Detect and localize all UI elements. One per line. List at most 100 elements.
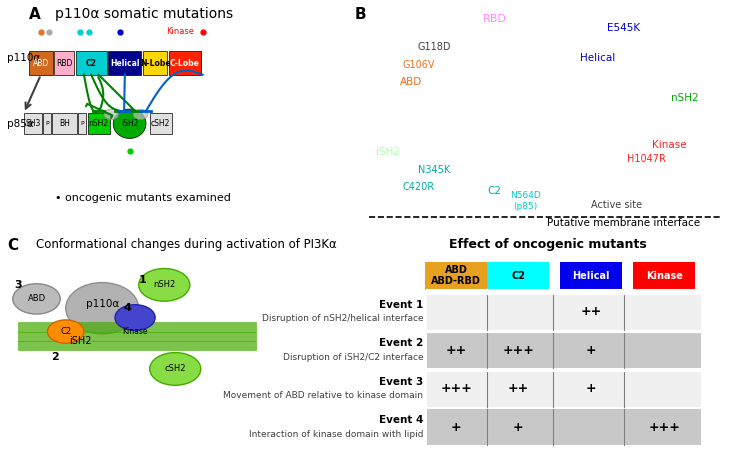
Text: RBD: RBD	[483, 14, 507, 24]
Text: p110α: p110α	[7, 53, 41, 64]
FancyBboxPatch shape	[23, 113, 42, 134]
FancyBboxPatch shape	[561, 262, 622, 290]
FancyBboxPatch shape	[143, 51, 167, 75]
FancyBboxPatch shape	[427, 409, 701, 446]
Text: p110α: p110α	[85, 298, 119, 309]
Text: G106V: G106V	[402, 60, 435, 71]
Text: RBD: RBD	[56, 58, 72, 68]
Text: Kinase: Kinase	[652, 140, 687, 150]
Text: iSH2: iSH2	[377, 147, 400, 157]
Text: Putative membrane interface: Putative membrane interface	[548, 219, 700, 228]
Text: N-Lobe: N-Lobe	[140, 58, 171, 68]
Text: G118D: G118D	[417, 42, 450, 52]
Circle shape	[139, 269, 190, 301]
Text: cSH2: cSH2	[164, 364, 186, 374]
Text: ABD
ABD-RBD: ABD ABD-RBD	[431, 265, 481, 286]
Ellipse shape	[113, 109, 146, 138]
Text: ABD: ABD	[400, 77, 422, 87]
FancyBboxPatch shape	[43, 113, 51, 134]
FancyBboxPatch shape	[18, 322, 255, 332]
Ellipse shape	[104, 109, 118, 120]
Text: Event 2: Event 2	[379, 338, 423, 348]
FancyBboxPatch shape	[29, 51, 53, 75]
Text: Interaction of kinase domain with lipid: Interaction of kinase domain with lipid	[249, 430, 423, 439]
Text: +++: +++	[502, 344, 534, 357]
FancyBboxPatch shape	[18, 332, 255, 341]
Text: Effect of oncogenic mutants: Effect of oncogenic mutants	[449, 238, 646, 251]
Circle shape	[150, 353, 201, 385]
Text: BH: BH	[59, 119, 70, 128]
Text: E545K: E545K	[607, 23, 640, 33]
Text: Event 1: Event 1	[379, 300, 423, 310]
FancyBboxPatch shape	[427, 294, 701, 330]
Text: p85α: p85α	[7, 119, 34, 129]
FancyBboxPatch shape	[169, 51, 201, 75]
Text: ++: ++	[445, 344, 467, 357]
Text: • oncogenic mutants examined: • oncogenic mutants examined	[55, 193, 231, 204]
Text: Kinase: Kinase	[646, 270, 683, 281]
Text: +: +	[451, 421, 461, 434]
FancyBboxPatch shape	[425, 262, 488, 290]
Text: nSH2: nSH2	[88, 119, 109, 128]
Ellipse shape	[133, 109, 148, 120]
Ellipse shape	[66, 283, 139, 334]
Text: ABD: ABD	[33, 58, 49, 68]
Text: Kinase: Kinase	[123, 327, 147, 336]
FancyBboxPatch shape	[108, 51, 142, 75]
Text: Kinase: Kinase	[166, 27, 194, 36]
FancyBboxPatch shape	[54, 51, 74, 75]
Text: B: B	[354, 7, 366, 22]
Text: C2: C2	[60, 327, 72, 336]
Text: N564D
(p85): N564D (p85)	[510, 191, 540, 211]
Text: C2: C2	[511, 270, 526, 281]
Text: A: A	[29, 7, 41, 22]
Text: +: +	[513, 421, 523, 434]
Text: 4: 4	[124, 303, 131, 313]
Text: iSH2: iSH2	[69, 336, 91, 346]
Text: Event 4: Event 4	[379, 415, 423, 425]
Text: iSH2: iSH2	[121, 119, 138, 128]
FancyBboxPatch shape	[18, 341, 255, 350]
Text: +: +	[586, 344, 596, 357]
Text: Helical: Helical	[110, 58, 139, 68]
Text: Event 3: Event 3	[379, 377, 423, 387]
Text: 3: 3	[15, 280, 22, 290]
FancyBboxPatch shape	[427, 332, 701, 368]
Circle shape	[115, 304, 155, 331]
Text: C: C	[7, 238, 18, 253]
Text: Conformational changes during activation of PI3Kα: Conformational changes during activation…	[36, 238, 337, 251]
FancyBboxPatch shape	[78, 113, 86, 134]
Text: Movement of ABD relative to kinase domain: Movement of ABD relative to kinase domai…	[223, 391, 423, 400]
Text: P: P	[80, 121, 84, 126]
Text: Active site: Active site	[591, 200, 642, 211]
Text: Helical: Helical	[572, 270, 610, 281]
Circle shape	[12, 283, 60, 314]
Text: C-Lobe: C-Lobe	[170, 58, 200, 68]
FancyBboxPatch shape	[76, 51, 107, 75]
Text: SH3: SH3	[25, 119, 41, 128]
Text: C2: C2	[488, 186, 502, 197]
Text: +: +	[586, 382, 596, 395]
Text: cSH2: cSH2	[151, 119, 170, 128]
Text: C2: C2	[85, 58, 96, 68]
Text: nSH2: nSH2	[153, 280, 175, 290]
Text: ABD: ABD	[28, 294, 45, 304]
Text: N345K: N345K	[418, 165, 450, 176]
Text: 2: 2	[51, 352, 58, 362]
FancyBboxPatch shape	[633, 262, 696, 290]
Text: p110α somatic mutations: p110α somatic mutations	[55, 7, 233, 21]
Text: C420R: C420R	[403, 182, 435, 192]
Text: Helical: Helical	[580, 53, 615, 64]
Text: +++: +++	[440, 382, 472, 395]
FancyBboxPatch shape	[488, 262, 550, 290]
Circle shape	[47, 320, 84, 343]
Text: ++: ++	[580, 305, 602, 318]
Text: nSH2: nSH2	[671, 93, 699, 103]
Text: +++: +++	[648, 421, 680, 434]
Text: ++: ++	[507, 382, 529, 395]
Text: Disruption of nSH2/helical interface: Disruption of nSH2/helical interface	[262, 314, 423, 323]
Text: P: P	[45, 121, 49, 126]
FancyBboxPatch shape	[88, 113, 110, 134]
FancyBboxPatch shape	[150, 113, 172, 134]
FancyBboxPatch shape	[427, 371, 701, 407]
